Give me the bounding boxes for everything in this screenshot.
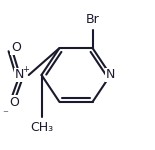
Text: Br: Br [86, 13, 99, 26]
Text: N: N [106, 69, 115, 81]
Text: +: + [22, 64, 29, 74]
Text: ⁻: ⁻ [3, 109, 8, 119]
Text: CH₃: CH₃ [30, 121, 53, 134]
Text: O: O [11, 42, 21, 54]
Text: N: N [15, 69, 24, 81]
Text: O: O [10, 96, 19, 108]
